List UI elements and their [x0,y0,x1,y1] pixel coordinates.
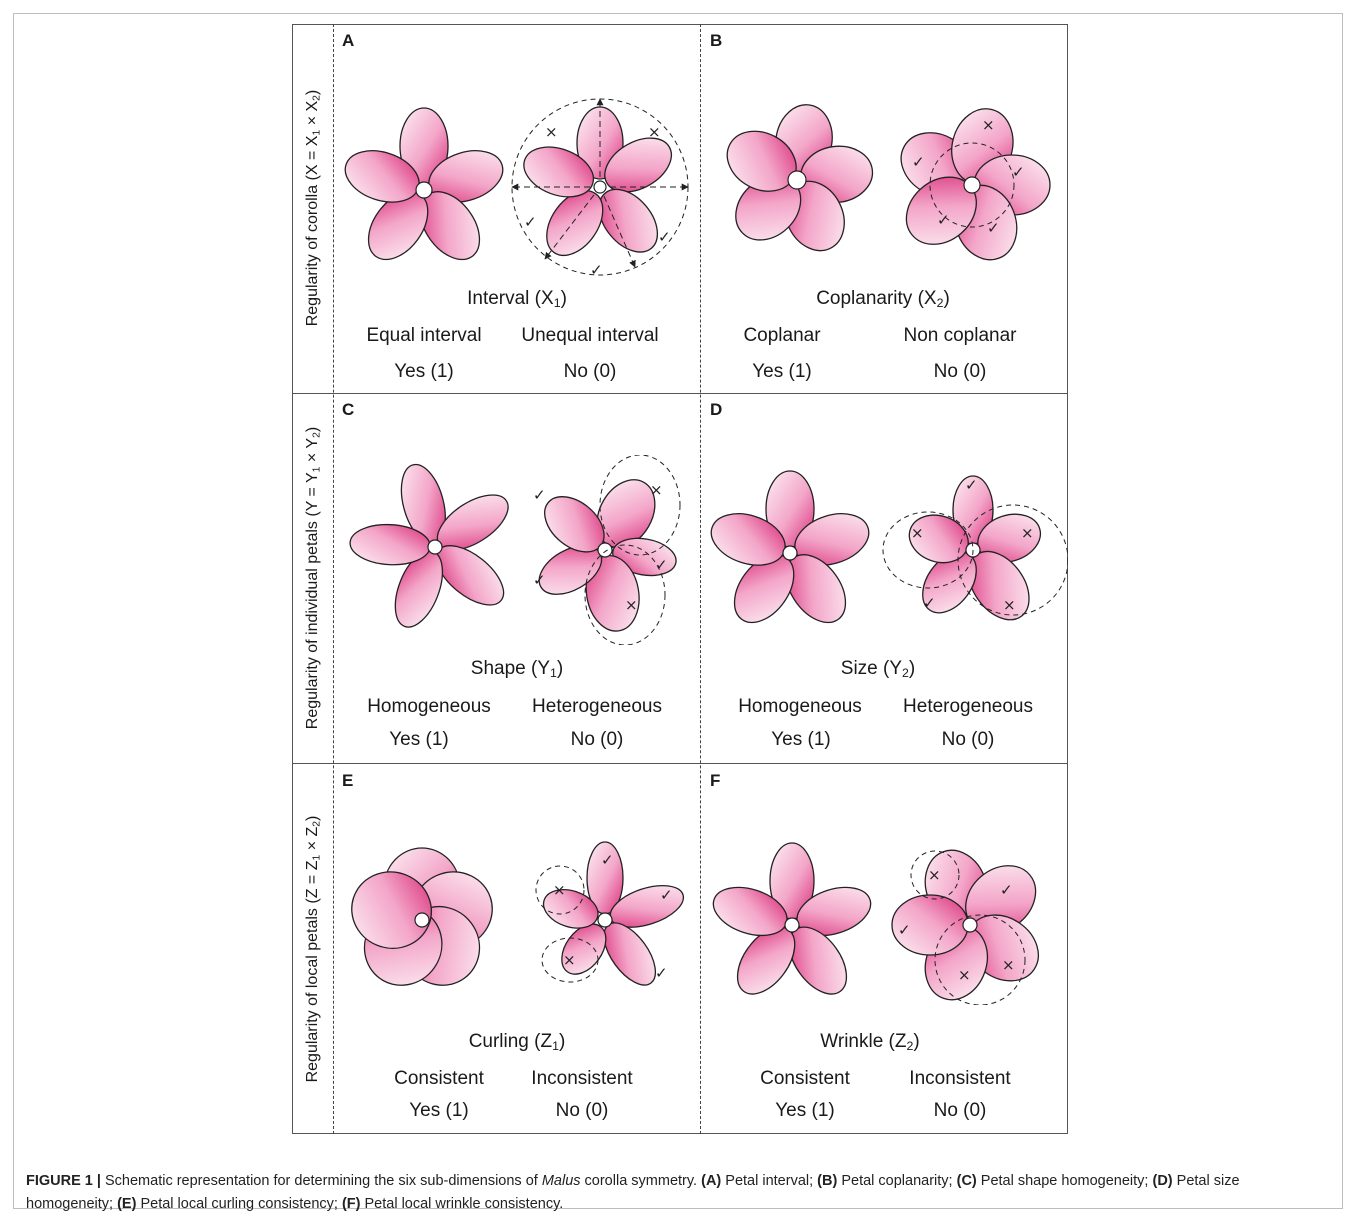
option-value-yes: Yes (1) [775,1100,835,1121]
check-mark: ✓ [524,213,537,231]
option-value-yes: Yes (1) [394,361,454,382]
option-value-no: No (0) [933,1100,987,1121]
option-label-heterogeneous: Heterogeneous [532,696,662,717]
check-mark: ✓ [601,851,614,869]
dimension-title-size: Size (Y2) [840,658,916,681]
cross-mark: × [911,524,924,542]
caption-label: FIGURE 1 | [26,1173,101,1189]
option-value-no: No (0) [555,1100,609,1121]
check-mark: ✓ [898,921,911,939]
caption-genus: Malus [541,1173,581,1189]
check-mark: ✓ [590,261,603,279]
check-mark: ✓ [912,153,925,171]
option-value-yes: Yes (1) [389,729,449,750]
option-value-yes: Yes (1) [409,1100,469,1121]
option-label-homogeneous: Homogeneous [367,696,491,717]
option-value-yes: Yes (1) [752,361,812,382]
option-value-yes: Yes (1) [771,729,831,750]
dimension-title-curling: Curling (Z1) [468,1031,566,1054]
check-mark: ✓ [658,228,671,246]
cross-mark: × [958,966,971,984]
row-label-individual-petals: Regularity of individual petals (Y = Y1 … [304,426,323,730]
option-value-no: No (0) [563,361,617,382]
dimension-title-wrinkle: Wrinkle (Z2) [820,1031,920,1054]
cross-mark: × [928,866,941,884]
check-mark: ✓ [1012,163,1025,181]
check-mark: ✓ [1000,881,1013,899]
flower-consistent-wrinkle [712,842,872,995]
cross-mark: × [553,881,566,899]
dimension-title-coplanarity: Coplanarity (X2) [816,288,950,311]
dimension-title-shape: Shape (Y1) [470,658,564,681]
row-label-corolla: Regularity of corolla (X = X1 × X2) [304,89,323,327]
check-mark: ✓ [533,571,546,589]
cross-mark: × [563,951,576,969]
option-label-inconsistent: Inconsistent [909,1068,1011,1089]
flower-unequal-interval: × × ✓ ✓ ✓ [511,98,689,279]
label-divider [333,24,334,1134]
cross-mark: × [1021,524,1034,542]
option-label-consistent: Consistent [760,1068,850,1089]
row-label-local-petals: Regularity of local petals (Z = Z1 × Z2) [304,815,323,1083]
column-divider [700,24,701,1134]
check-mark: ✓ [987,219,1000,237]
panel-letter-e: E [342,771,354,790]
cross-mark: × [1002,956,1015,974]
option-label-consistent: Consistent [394,1068,484,1089]
flower-non-coplanar: × ✓ ✓ ✓ ✓ [900,108,1051,261]
flower-inconsistent-wrinkle: × ✓ ✓ × × [891,849,1039,1005]
flower-heterogeneous-shape: ✓ × ✓ ✓ × [533,455,681,645]
check-mark: ✓ [923,594,936,612]
figure-caption: FIGURE 1 | Schematic representation for … [26,1173,1240,1212]
option-label-non-coplanar: Non coplanar [903,325,1017,346]
flower-consistent-curling [351,847,493,986]
check-mark: ✓ [660,886,673,904]
option-label-homogeneous: Homogeneous [738,696,862,717]
flower-equal-interval [344,107,504,261]
cross-mark: × [650,481,663,499]
flower-homogeneous-size [710,470,870,624]
check-mark: ✓ [655,964,668,982]
row-divider-1 [292,393,1068,394]
cross-mark: × [1003,596,1016,614]
option-label-coplanar: Coplanar [743,325,821,346]
option-value-no: No (0) [933,361,987,382]
panel-letter-f: F [710,771,721,790]
cross-mark: × [545,123,558,141]
cross-mark: × [648,123,661,141]
option-label-heterogeneous: Heterogeneous [903,696,1033,717]
panel-letter-a: A [342,31,355,50]
panel-letter-b: B [710,31,723,50]
check-mark: ✓ [655,556,668,574]
row-divider-2 [292,763,1068,764]
flower-inconsistent-curling: ✓ ✓ ✓ × × [535,841,685,986]
dimension-title-interval: Interval (X1) [467,288,567,311]
flower-homogeneous-shape [349,463,509,628]
option-label-equal-interval: Equal interval [366,325,482,346]
flower-heterogeneous-size: ✓ × × ✓ × [882,475,1068,621]
check-mark: ✓ [937,211,950,229]
option-value-no: No (0) [941,729,995,750]
option-value-no: No (0) [570,729,624,750]
cross-mark: × [625,596,638,614]
flower-coplanar [726,104,874,252]
figure-frame [13,13,1343,1209]
check-mark: ✓ [965,476,978,494]
option-label-inconsistent: Inconsistent [531,1068,633,1089]
cross-mark: × [982,116,995,134]
panel-letter-c: C [342,400,355,419]
panel-letter-d: D [710,400,723,419]
check-mark: ✓ [533,486,546,504]
option-label-unequal-interval: Unequal interval [521,325,659,346]
